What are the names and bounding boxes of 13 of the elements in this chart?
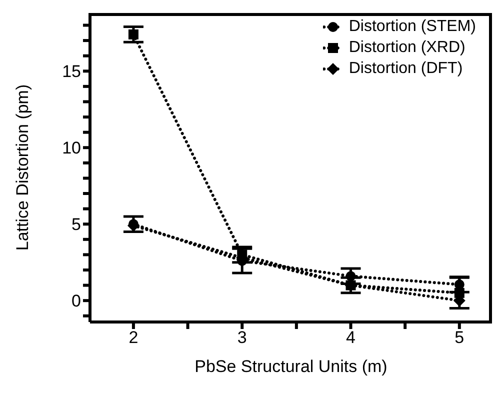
y-tick-label: 15 xyxy=(62,62,81,82)
y-tick-label: 5 xyxy=(72,215,81,234)
x-tick-label: 4 xyxy=(346,328,356,348)
x-tick-label: 3 xyxy=(237,328,247,348)
legend-label: Distortion (DFT) xyxy=(348,59,463,79)
x-tick-label: 5 xyxy=(454,328,464,348)
legend-label: Distortion (XRD) xyxy=(348,38,466,58)
y-axis-title: Lattice Distortion (pm) xyxy=(13,84,32,251)
y-tick-label: 0 xyxy=(72,292,81,311)
x-tick-label: 2 xyxy=(128,328,138,348)
y-tick-label: 10 xyxy=(62,138,81,158)
x-axis-title: PbSe Structural Units (m) xyxy=(194,357,388,376)
legend-label: Distortion (STEM) xyxy=(348,17,476,37)
